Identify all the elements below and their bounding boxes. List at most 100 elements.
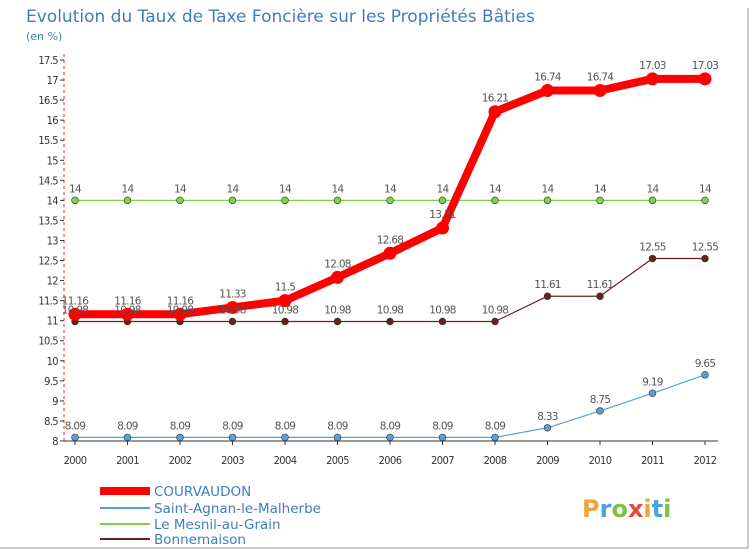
x-tick-label: 2011: [641, 454, 664, 467]
data-label-bonnemaison: 11.61: [587, 279, 614, 291]
y-tick-label: 11.5: [38, 295, 58, 308]
legend-label-le-mesnil-au-grain: Le Mesnil-au-Grain: [154, 517, 281, 533]
legend-label-bonnemaison: Bonnemaison: [154, 532, 246, 548]
y-tick-label: 12.5: [38, 255, 58, 268]
data-label-courvaudon: 11.16: [167, 295, 195, 307]
x-tick-label: 2010: [589, 454, 612, 467]
y-tick-label: 14: [47, 194, 59, 207]
data-label-saint-agnan-le-malherbe: 8.09: [380, 420, 401, 432]
y-tick-label: 17.5: [38, 54, 58, 67]
data-label-courvaudon: 17.03: [692, 60, 719, 72]
point-bonnemaison: [333, 317, 342, 326]
point-saint-agnan-le-malherbe: [596, 407, 604, 415]
point-le-mesnil-au-grain: [333, 196, 342, 205]
point-le-mesnil-au-grain: [176, 196, 184, 205]
series-group: [68, 72, 712, 442]
data-label-courvaudon: 16.74: [587, 71, 615, 83]
point-saint-agnan-le-malherbe: [648, 389, 657, 397]
data-label-bonnemaison: 10.98: [272, 304, 299, 316]
x-tick-label: 2012: [694, 454, 717, 467]
data-label-le-mesnil-au-grain: 14: [384, 183, 397, 195]
point-bonnemaison: [543, 292, 552, 300]
data-label-le-mesnil-au-grain: 14: [437, 183, 450, 195]
data-label-courvaudon: 17.03: [639, 60, 666, 72]
point-le-mesnil-au-grain: [281, 196, 289, 205]
point-courvaudon: [646, 72, 659, 86]
x-tick-label: 2004: [274, 454, 297, 467]
point-bonnemaison: [701, 254, 709, 263]
point-le-mesnil-au-grain: [438, 196, 447, 205]
point-courvaudon: [488, 105, 502, 119]
data-label-bonnemaison: 11.61: [534, 279, 561, 291]
data-label-bonnemaison: 12.55: [692, 242, 719, 254]
legend-label-saint-agnan-le-malherbe: Saint-Agnan-le-Malherbe: [154, 501, 321, 517]
point-le-mesnil-au-grain: [596, 196, 604, 205]
x-tick-label: 2007: [431, 454, 454, 467]
data-label-le-mesnil-au-grain: 14: [174, 183, 187, 195]
point-bonnemaison: [438, 317, 447, 326]
data-label-le-mesnil-au-grain: 14: [489, 183, 502, 195]
point-courvaudon: [68, 307, 82, 321]
data-label-saint-agnan-le-malherbe: 8.09: [275, 420, 296, 432]
data-label-courvaudon: 16.74: [534, 71, 562, 83]
point-le-mesnil-au-grain: [701, 196, 709, 205]
legend-label-courvaudon: COURVAUDON: [154, 484, 251, 500]
data-labels-group: 10.98 10.98 10.98 10.98 10.98 10.98 10.98 10.98…: [62, 60, 719, 433]
proxiti-logo: Proxiti: [582, 495, 671, 523]
y-tick-label: 16.5: [38, 94, 58, 107]
point-courvaudon: [698, 72, 712, 86]
data-label-le-mesnil-au-grain: 14: [227, 183, 240, 195]
point-saint-agnan-le-malherbe: [176, 433, 184, 442]
data-label-bonnemaison: 10.98: [482, 304, 509, 316]
data-label-saint-agnan-le-malherbe: 8.75: [590, 394, 611, 406]
point-saint-agnan-le-malherbe: [228, 433, 237, 442]
y-tick-label: 10.5: [38, 335, 58, 348]
point-saint-agnan-le-malherbe: [543, 424, 552, 432]
data-label-saint-agnan-le-malherbe: 8.09: [117, 420, 138, 432]
data-label-saint-agnan-le-malherbe: 8.09: [65, 420, 86, 432]
data-label-courvaudon: 16.21: [482, 93, 509, 105]
data-label-le-mesnil-au-grain: 14: [699, 183, 712, 195]
point-courvaudon: [226, 300, 239, 314]
point-saint-agnan-le-malherbe: [333, 433, 342, 442]
data-label-bonnemaison: 10.98: [429, 304, 456, 316]
point-courvaudon: [593, 83, 607, 97]
data-label-saint-agnan-le-malherbe: 9.19: [642, 376, 663, 388]
data-label-bonnemaison: 10.98: [167, 304, 194, 316]
point-courvaudon: [121, 307, 134, 321]
point-le-mesnil-au-grain: [123, 196, 132, 205]
data-label-le-mesnil-au-grain: 14: [542, 183, 555, 195]
data-label-bonnemaison: 10.98: [324, 304, 351, 316]
data-label-courvaudon: 11.16: [114, 295, 142, 307]
point-bonnemaison: [596, 292, 604, 300]
y-tick-label: 15.5: [38, 134, 58, 147]
point-courvaudon: [278, 294, 292, 308]
point-bonnemaison: [648, 254, 657, 263]
data-label-le-mesnil-au-grain: 14: [647, 183, 660, 195]
point-bonnemaison: [281, 317, 289, 326]
y-tick-label: 14.5: [38, 174, 58, 187]
point-courvaudon: [383, 246, 397, 260]
y-tick-label: 17: [47, 74, 59, 87]
x-tick-label: 2005: [326, 454, 349, 467]
data-label-saint-agnan-le-malherbe: 8.09: [485, 420, 506, 432]
point-le-mesnil-au-grain: [648, 196, 657, 205]
data-label-courvaudon: 12.68: [377, 234, 404, 246]
data-label-courvaudon: 11.5: [275, 282, 296, 294]
y-tick-label: 9: [52, 395, 58, 408]
data-label-saint-agnan-le-malherbe: 8.09: [327, 420, 348, 432]
data-label-le-mesnil-au-grain: 14: [594, 183, 607, 195]
x-tick-label: 2001: [116, 454, 139, 467]
point-le-mesnil-au-grain: [228, 196, 237, 205]
y-tick-label: 8: [52, 435, 58, 448]
point-le-mesnil-au-grain: [386, 196, 394, 205]
y-tick-label: 16: [47, 114, 59, 127]
y-tick-label: 13.5: [38, 214, 58, 227]
x-tick-label: 2009: [536, 454, 559, 467]
point-saint-agnan-le-malherbe: [281, 433, 289, 442]
point-le-mesnil-au-grain: [543, 196, 552, 205]
point-courvaudon: [541, 83, 554, 97]
point-le-mesnil-au-grain: [71, 196, 79, 205]
data-label-bonnemaison: 10.98: [62, 304, 89, 316]
